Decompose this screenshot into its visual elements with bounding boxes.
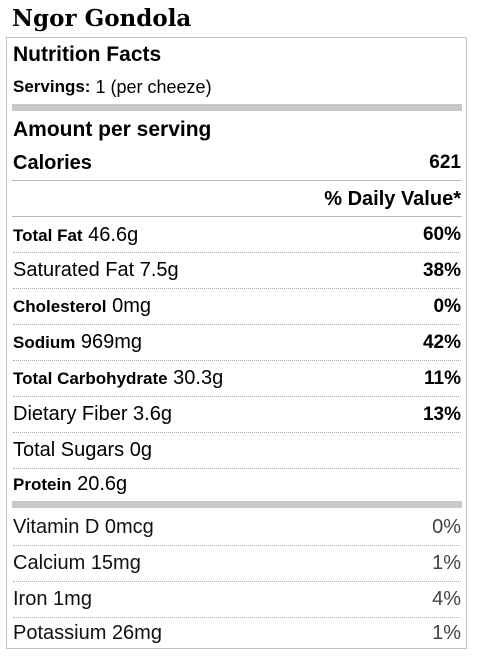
vitamin-amount: 1mg (53, 588, 92, 610)
nutrient-name: Total Carbohydrate (13, 369, 168, 388)
nutrient-row-protein: Protein 20.6g (13, 469, 461, 500)
nutrient-row-cholesterol: Cholesterol 0mg 0% (13, 289, 461, 325)
vitamin-name: Iron (13, 588, 48, 610)
nutrient-amount: 46.6g (88, 223, 139, 246)
page-title: Ngor Gondola (12, 5, 192, 32)
nutrient-daily-value: 0% (433, 295, 461, 317)
daily-value-header: % Daily Value* (13, 183, 461, 215)
calories-row: Calories 621 (13, 148, 461, 178)
nutrient-row-total-sugars: Total Sugars 0g (13, 433, 461, 469)
nutrient-amount: 7.5g (139, 259, 179, 281)
vitamin-row-iron: Iron 1mg 4% (13, 582, 461, 618)
nutrition-facts-panel: Nutrition Facts Servings: 1 (per cheeze)… (6, 37, 467, 649)
nutrient-name: Saturated Fat (13, 259, 135, 281)
calories-value: 621 (429, 152, 461, 173)
daily-value-header-text: % Daily Value* (324, 187, 461, 210)
amount-per-serving: Amount per serving (13, 115, 461, 145)
vitamin-name: Potassium (13, 621, 107, 644)
nutrient-name: Total Sugars (13, 439, 125, 461)
calories-label: Calories (13, 151, 92, 174)
nutrient-amount: 0g (129, 439, 152, 461)
amount-per-serving-label: Amount per serving (13, 118, 212, 141)
nutrient-daily-value: 11% (424, 367, 461, 389)
panel-header-text: Nutrition Facts (13, 43, 162, 66)
nutrient-name: Total Fat (13, 225, 83, 245)
vitamin-daily-value: 0% (432, 515, 461, 538)
vitamin-name: Vitamin D (13, 515, 100, 538)
nutrient-amount: 969mg (80, 331, 143, 353)
thick-divider (12, 104, 462, 111)
nutrient-row-sodium: Sodium 969mg 42% (13, 325, 461, 361)
nutrient-name: Sodium (13, 333, 76, 352)
vitamin-amount: 0mcg (104, 515, 154, 538)
vitamin-daily-value: 1% (432, 621, 461, 644)
vitamin-daily-value: 4% (432, 588, 461, 610)
nutrient-name: Cholesterol (13, 297, 107, 316)
calories-divider (12, 180, 462, 181)
nutrient-amount: 3.6g (133, 403, 172, 425)
vitamin-daily-value: 1% (432, 552, 461, 574)
nutrient-daily-value: 38% (422, 259, 461, 281)
nutrient-daily-value: 60% (422, 224, 461, 245)
nutrient-amount: 30.3g (173, 367, 224, 389)
vitamin-name: Calcium (13, 552, 86, 574)
nutrient-daily-value: 13% (422, 403, 461, 425)
thick-divider-vitamins (12, 501, 462, 508)
servings-label: Servings: (13, 77, 91, 96)
servings-row: Servings: 1 (per cheeze) (13, 72, 461, 102)
servings-value: 1 (per cheeze) (95, 76, 212, 97)
vitamin-row-calcium: Calcium 15mg 1% (13, 546, 461, 582)
vitamin-amount: 26mg (111, 621, 162, 644)
vitamin-amount: 15mg (90, 552, 141, 574)
nutrient-amount: 0mg (112, 295, 151, 317)
nutrient-daily-value: 42% (422, 331, 461, 353)
panel-header: Nutrition Facts (13, 40, 461, 70)
nutrient-name: Dietary Fiber (13, 403, 128, 425)
daily-value-divider (12, 216, 462, 217)
vitamin-row-potassium: Potassium 26mg 1% (13, 618, 461, 648)
nutrient-row-saturated-fat: Saturated Fat 7.5g 38% (13, 253, 461, 289)
nutrient-name: Protein (13, 475, 72, 494)
nutrient-row-total-carbohydrate: Total Carbohydrate 30.3g 11% (13, 361, 461, 397)
nutrient-row-dietary-fiber: Dietary Fiber 3.6g 13% (13, 397, 461, 433)
nutrient-row-total-fat: Total Fat 46.6g 60% (13, 218, 461, 253)
nutrient-amount: 20.6g (77, 473, 128, 495)
vitamin-row-vitamin-d: Vitamin D 0mcg 0% (13, 509, 461, 546)
